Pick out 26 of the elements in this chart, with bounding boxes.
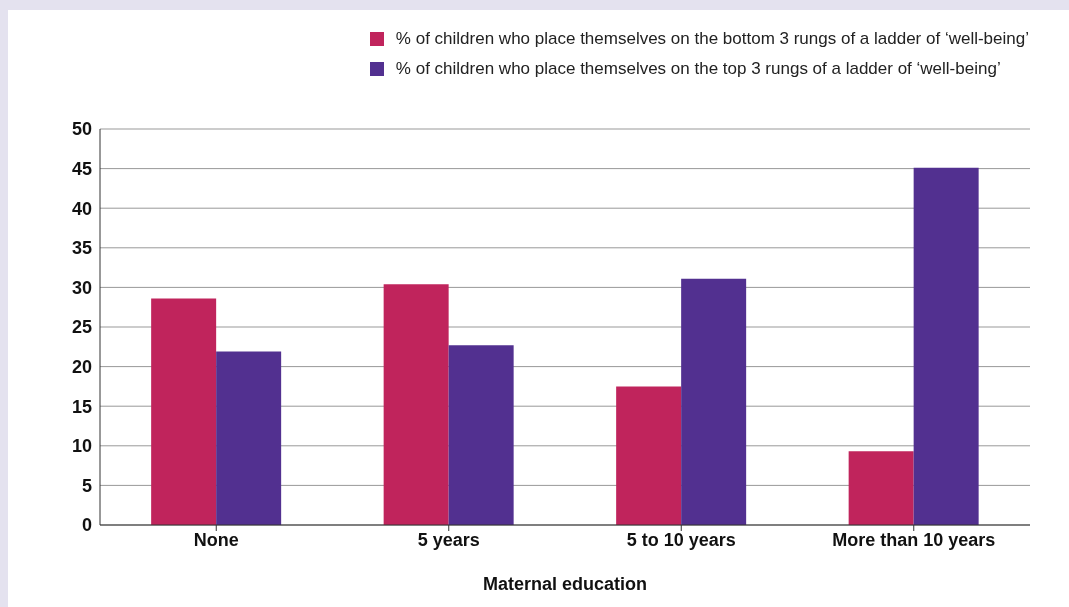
- bar: [848, 451, 914, 525]
- bar: [448, 345, 514, 525]
- y-tick-label: 25: [71, 317, 92, 338]
- y-tick-label: 5: [81, 475, 92, 496]
- y-tick-label: 40: [71, 198, 92, 219]
- bar: [913, 167, 979, 525]
- x-tick-label: 5 to 10 years: [626, 529, 736, 550]
- x-tick-label: 5 years: [417, 529, 480, 550]
- y-tick-label: 35: [71, 238, 92, 259]
- bar: [681, 278, 747, 525]
- y-tick-label: 0: [81, 515, 92, 536]
- bar: [616, 386, 682, 525]
- y-tick-label: 45: [71, 158, 92, 179]
- x-axis-title: Maternal education: [482, 574, 648, 594]
- y-tick-label: 15: [71, 396, 92, 417]
- legend-label: % of children who place themselves on the bottom 3 rungs of a ladder of ‘well-being’: [395, 29, 1029, 49]
- y-tick-label: 50: [71, 119, 92, 140]
- legend-label: % of children who place themselves on the top 3 rungs of a ladder of ‘well-being’: [395, 59, 1001, 79]
- x-tick-label: More than 10 years: [832, 529, 996, 550]
- y-tick-label: 30: [71, 277, 92, 298]
- y-tick-label: 10: [71, 436, 92, 457]
- y-tick-label: 20: [71, 356, 92, 377]
- x-tick-label: None: [193, 529, 239, 550]
- bar: [383, 284, 449, 525]
- bar: [216, 351, 282, 525]
- bar: [151, 298, 217, 525]
